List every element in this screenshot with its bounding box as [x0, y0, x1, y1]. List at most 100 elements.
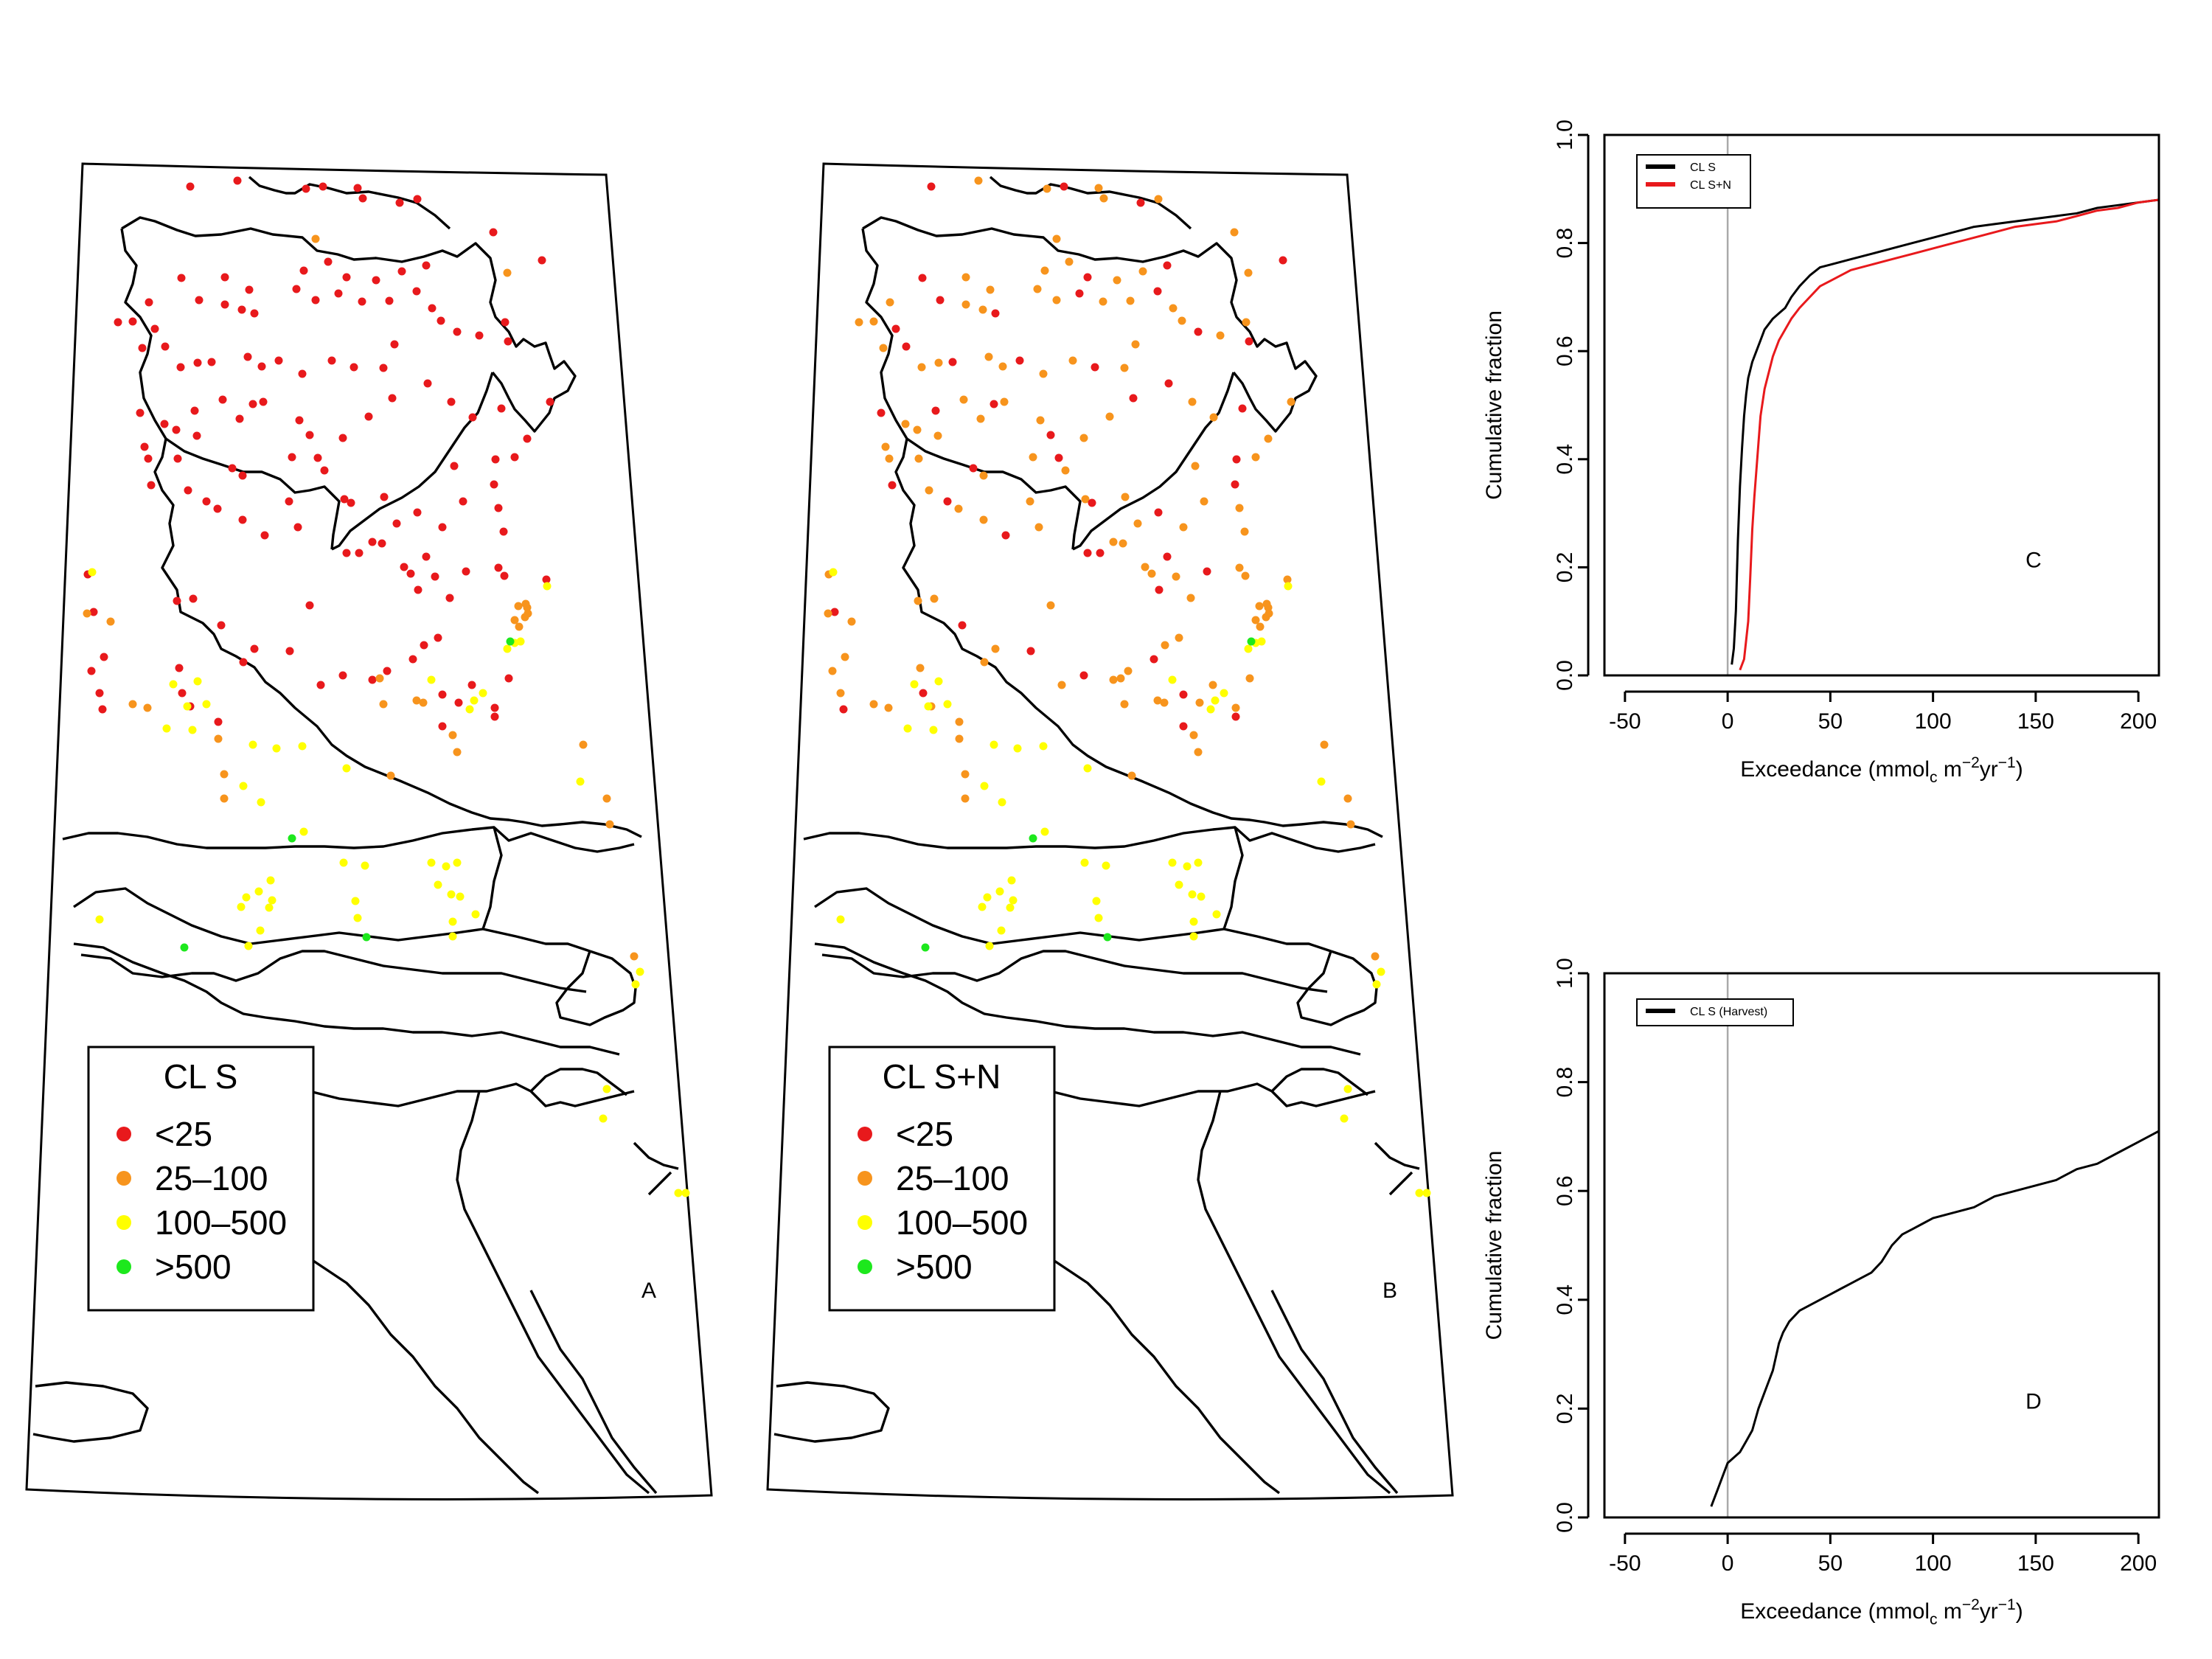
x-tick-label: 50 [1818, 709, 1843, 734]
map-sample-point [161, 342, 170, 351]
map-sample-point [510, 453, 519, 462]
map-sample-point [1251, 453, 1260, 462]
map-sample-point [961, 273, 970, 282]
map-sample-point [88, 568, 97, 577]
map-sample-point [961, 794, 970, 803]
map-a-sample-points [83, 176, 690, 1197]
map-sample-point [910, 680, 919, 689]
map-sample-point [1081, 495, 1090, 504]
y-tick-label: 0.8 [1553, 1067, 1577, 1098]
map-sample-point [302, 184, 310, 193]
map-sample-point [383, 667, 392, 675]
map-sample-point [1080, 858, 1089, 867]
map-sample-point [884, 703, 893, 712]
map-sample-point [1131, 340, 1140, 349]
x-tick-label: 50 [1818, 1551, 1843, 1576]
map-sample-point [1013, 744, 1022, 753]
map-sample-point [220, 770, 229, 779]
map-sample-point [1121, 493, 1130, 501]
map-sample-point [434, 633, 442, 642]
map-sample-point [824, 609, 832, 618]
map-sample-point [319, 182, 327, 191]
map-sample-point [358, 297, 366, 306]
map-sample-point [1179, 690, 1188, 699]
map-sample-point [1057, 681, 1066, 689]
map-sample-point [1320, 740, 1329, 749]
map-sample-point [260, 531, 269, 540]
map-sample-point [106, 617, 115, 626]
map-sample-point [1043, 184, 1051, 193]
x-axis-title-part: yr [1980, 757, 1998, 782]
map-sample-point [176, 363, 185, 372]
map-sample-point [256, 926, 265, 935]
x-axis-title-part: −2 [1962, 754, 1980, 771]
map-sample-point [100, 653, 108, 661]
map-sample-point [841, 653, 849, 661]
map-sample-point [1256, 622, 1265, 631]
map-sample-point [869, 700, 878, 709]
map-sample-point [1026, 497, 1034, 506]
map-sample-point [364, 412, 373, 421]
map-sample-point [392, 519, 401, 528]
x-axis-title-part: yr [1980, 1599, 1998, 1624]
map-sample-point [855, 318, 863, 327]
map-sample-point [453, 858, 462, 867]
map-sample-point [189, 594, 198, 603]
map-sample-point [83, 609, 91, 618]
map-sample-point [1377, 967, 1385, 976]
map-sample-point [218, 395, 227, 404]
map-sample-point [881, 442, 890, 451]
map-sample-point [934, 677, 943, 686]
map-sample-point [293, 523, 302, 532]
map-sample-point [413, 195, 422, 204]
map-sample-point [379, 364, 388, 372]
map-sample-point [978, 305, 987, 314]
x-axis-title-part: m [1938, 1599, 1962, 1624]
map-sample-point [169, 680, 178, 689]
map-sample-point [979, 471, 988, 480]
map-sample-point [1264, 603, 1273, 612]
map-sample-point [631, 980, 640, 989]
map-sample-point [175, 664, 184, 672]
map-sample-point [177, 274, 186, 282]
map-sample-point [579, 740, 588, 749]
map-sample-point [516, 637, 525, 646]
map-sample-point [1343, 1085, 1352, 1093]
map-sample-point [288, 834, 296, 843]
map-sample-point [298, 369, 307, 378]
map-panel-a: CL S <25 25–100 100–500 >500 A [25, 162, 713, 1500]
y-tick-label: 1.0 [1553, 119, 1577, 150]
map-sample-point [1094, 914, 1103, 922]
map-sample-point [674, 1189, 683, 1197]
map-sample-point [95, 689, 104, 698]
map-sample-point [828, 667, 837, 675]
map-sample-point [1194, 748, 1203, 757]
map-sample-point [490, 712, 499, 721]
map-sample-point [630, 952, 639, 961]
map-sample-point [829, 568, 838, 577]
map-sample-point [438, 690, 447, 699]
y-tick-label: 0.2 [1553, 552, 1577, 583]
map-sample-point [342, 549, 351, 557]
map-sample-point [347, 498, 355, 507]
map-sample-point [368, 538, 377, 546]
map-sample-point [1247, 637, 1256, 646]
map-b-legend-label-25-100: 25–100 [896, 1159, 1009, 1197]
map-sample-point [413, 508, 422, 517]
map-sample-point [265, 903, 274, 912]
map-sample-point [936, 296, 945, 305]
map-sample-point [1188, 890, 1197, 899]
map-sample-point [930, 594, 939, 603]
map-sample-point [180, 943, 189, 952]
map-sample-point [1033, 285, 1042, 293]
map-a-legend-title: CL S [164, 1057, 238, 1096]
map-sample-point [524, 609, 532, 618]
map-sample-point [1039, 742, 1048, 751]
map-sample-point [1133, 519, 1142, 528]
map-sample-point [943, 700, 952, 709]
map-b-legend-swatch-gt500 [858, 1259, 872, 1274]
map-sample-point [334, 289, 343, 298]
map-sample-point [1079, 434, 1088, 442]
map-sample-point [1264, 434, 1273, 443]
map-sample-point [1197, 892, 1206, 901]
